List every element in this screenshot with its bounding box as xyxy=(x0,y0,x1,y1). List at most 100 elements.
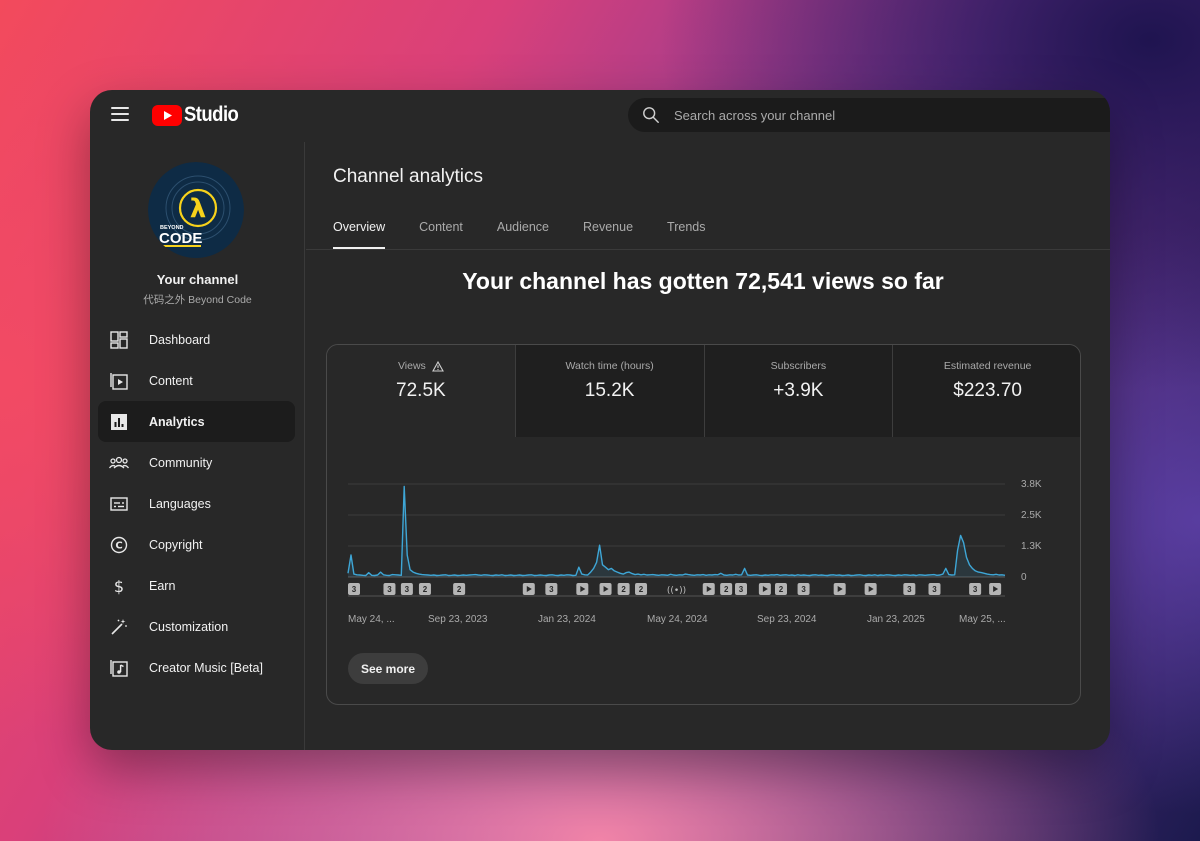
creator-music-icon xyxy=(109,658,129,678)
sidebar-item-copyright[interactable]: C Copyright xyxy=(98,524,295,565)
upload-count-label: 2 xyxy=(423,585,428,594)
svg-text:C: C xyxy=(115,540,122,551)
play-icon xyxy=(993,586,999,592)
upload-count-marker xyxy=(545,583,558,595)
play-icon xyxy=(706,586,712,592)
content-icon xyxy=(109,371,129,391)
search-bar[interactable] xyxy=(628,98,1110,132)
views-line xyxy=(347,485,1006,577)
sidebar-item-community[interactable]: Community xyxy=(98,442,295,483)
avatar-small-text: BEYOND xyxy=(160,225,184,231)
analytics-tabs: Overview Content Audience Revenue Trends xyxy=(333,220,740,249)
metric-label: Views xyxy=(397,360,426,372)
upload-count-label: 3 xyxy=(801,585,806,594)
metric-value: +3.9K xyxy=(773,380,824,401)
upload-count-label: 2 xyxy=(621,585,626,594)
earn-icon: $ xyxy=(109,576,129,596)
upload-count-marker xyxy=(383,583,396,595)
metric-value: 15.2K xyxy=(584,380,635,401)
views-chart[interactable]: 3.8K 2.5K 1.3K 0 3 3 3 2 2 3 2 2 ((•)) 2 3 2 3 3 3 3 May 24,… xyxy=(327,437,1081,637)
upload-count-label: 2 xyxy=(639,585,644,594)
sidebar-item-languages[interactable]: Languages xyxy=(98,483,295,524)
upload-count-marker xyxy=(418,583,431,595)
x-tick-label: Jan 23, 2024 xyxy=(538,614,596,625)
play-icon xyxy=(603,586,609,592)
tab-trends[interactable]: Trends xyxy=(667,220,706,234)
metric-tabs: Views 72.5K Watch time (hours) 15.2K Sub… xyxy=(327,345,1080,437)
upload-count-marker xyxy=(903,583,916,595)
languages-icon xyxy=(109,494,129,514)
upload-count-label: 2 xyxy=(779,585,784,594)
views-area xyxy=(348,486,1005,577)
upload-count-marker xyxy=(797,583,810,595)
avatar[interactable]: λ BEYOND CODE xyxy=(148,162,244,258)
metric-watch-time[interactable]: Watch time (hours) 15.2K xyxy=(515,345,705,437)
studio-logo[interactable]: Studio xyxy=(152,103,246,127)
see-more-button[interactable]: See more xyxy=(348,653,429,684)
sidebar-item-label: Creator Music [Beta] xyxy=(149,660,263,675)
y-tick-label: 2.5K xyxy=(1021,510,1042,521)
tab-overview[interactable]: Overview xyxy=(333,220,386,249)
play-icon xyxy=(837,586,843,592)
tab-audience[interactable]: Audience xyxy=(496,220,549,234)
upload-count-marker xyxy=(635,583,648,595)
sidebar-item-customization[interactable]: Customization xyxy=(98,606,295,647)
upload-count-marker xyxy=(453,583,466,595)
sidebar-item-label: Earn xyxy=(149,578,176,593)
x-tick-label: Sep 23, 2024 xyxy=(757,614,817,625)
analytics-icon xyxy=(109,412,129,432)
youtube-logo-icon xyxy=(152,104,182,126)
avatar-big-text: CODE xyxy=(159,230,202,247)
x-tick-label: May 24, 2024 xyxy=(647,614,708,625)
x-tick-label: May 24, ... xyxy=(348,614,395,625)
community-icon xyxy=(109,453,129,473)
tab-revenue[interactable]: Revenue xyxy=(583,220,634,234)
sidebar-item-label: Community xyxy=(149,455,213,470)
metric-views[interactable]: Views 72.5K xyxy=(327,345,516,437)
upload-count-marker xyxy=(400,583,413,595)
x-tick-label: May 25, ... xyxy=(959,614,1006,625)
warning-icon[interactable] xyxy=(431,360,444,372)
metric-label: Watch time (hours) xyxy=(565,360,654,372)
page-title: Channel analytics xyxy=(333,166,483,187)
customization-icon xyxy=(109,617,129,637)
metric-label: Subscribers xyxy=(770,360,827,372)
tab-content[interactable]: Content xyxy=(419,220,463,234)
play-icon xyxy=(526,586,532,592)
search-input[interactable] xyxy=(674,107,1074,123)
play-icon xyxy=(868,586,874,592)
copyright-icon: C xyxy=(109,535,129,555)
sidebar: λ BEYOND CODE Your channel 代码之外 Beyond C… xyxy=(90,142,305,750)
metric-value: $223.70 xyxy=(953,380,1022,401)
sidebar-item-label: Languages xyxy=(149,496,211,511)
upload-count-marker xyxy=(735,583,747,595)
upload-count-marker xyxy=(720,583,733,595)
lambda-symbol: λ xyxy=(190,194,206,224)
play-icon xyxy=(762,586,768,592)
upload-count-marker xyxy=(969,583,982,595)
upload-count-marker xyxy=(617,583,630,595)
x-tick-label: Sep 23, 2023 xyxy=(428,614,488,625)
search-icon[interactable] xyxy=(642,106,660,124)
sidebar-item-analytics[interactable]: Analytics xyxy=(98,401,295,442)
upload-count-label: 3 xyxy=(907,585,912,594)
svg-text:$: $ xyxy=(114,577,124,595)
metric-revenue[interactable]: Estimated revenue $223.70 xyxy=(893,345,1080,437)
sidebar-nav: Dashboard Content Analytics Community xyxy=(98,319,295,688)
upload-count-label: 3 xyxy=(387,585,392,594)
sidebar-item-content[interactable]: Content xyxy=(98,360,295,401)
upload-count-marker xyxy=(928,583,941,595)
upload-count-label: 3 xyxy=(932,585,937,594)
sidebar-item-dashboard[interactable]: Dashboard xyxy=(98,319,295,360)
main-content: Channel analytics Overview Content Audie… xyxy=(306,142,1110,750)
top-bar: Studio xyxy=(90,90,1110,142)
sidebar-item-label: Customization xyxy=(149,619,229,634)
sidebar-item-creator-music[interactable]: Creator Music [Beta] xyxy=(98,647,295,688)
sidebar-item-label: Dashboard xyxy=(149,332,211,347)
sidebar-item-earn[interactable]: $ Earn xyxy=(98,565,295,606)
logo-text: Studio xyxy=(184,103,239,126)
metric-subscribers[interactable]: Subscribers +3.9K xyxy=(704,345,894,437)
channel-subtitle: 代码之外 Beyond Code xyxy=(143,294,252,306)
menu-icon[interactable] xyxy=(111,107,129,121)
upload-count-marker xyxy=(348,583,360,595)
